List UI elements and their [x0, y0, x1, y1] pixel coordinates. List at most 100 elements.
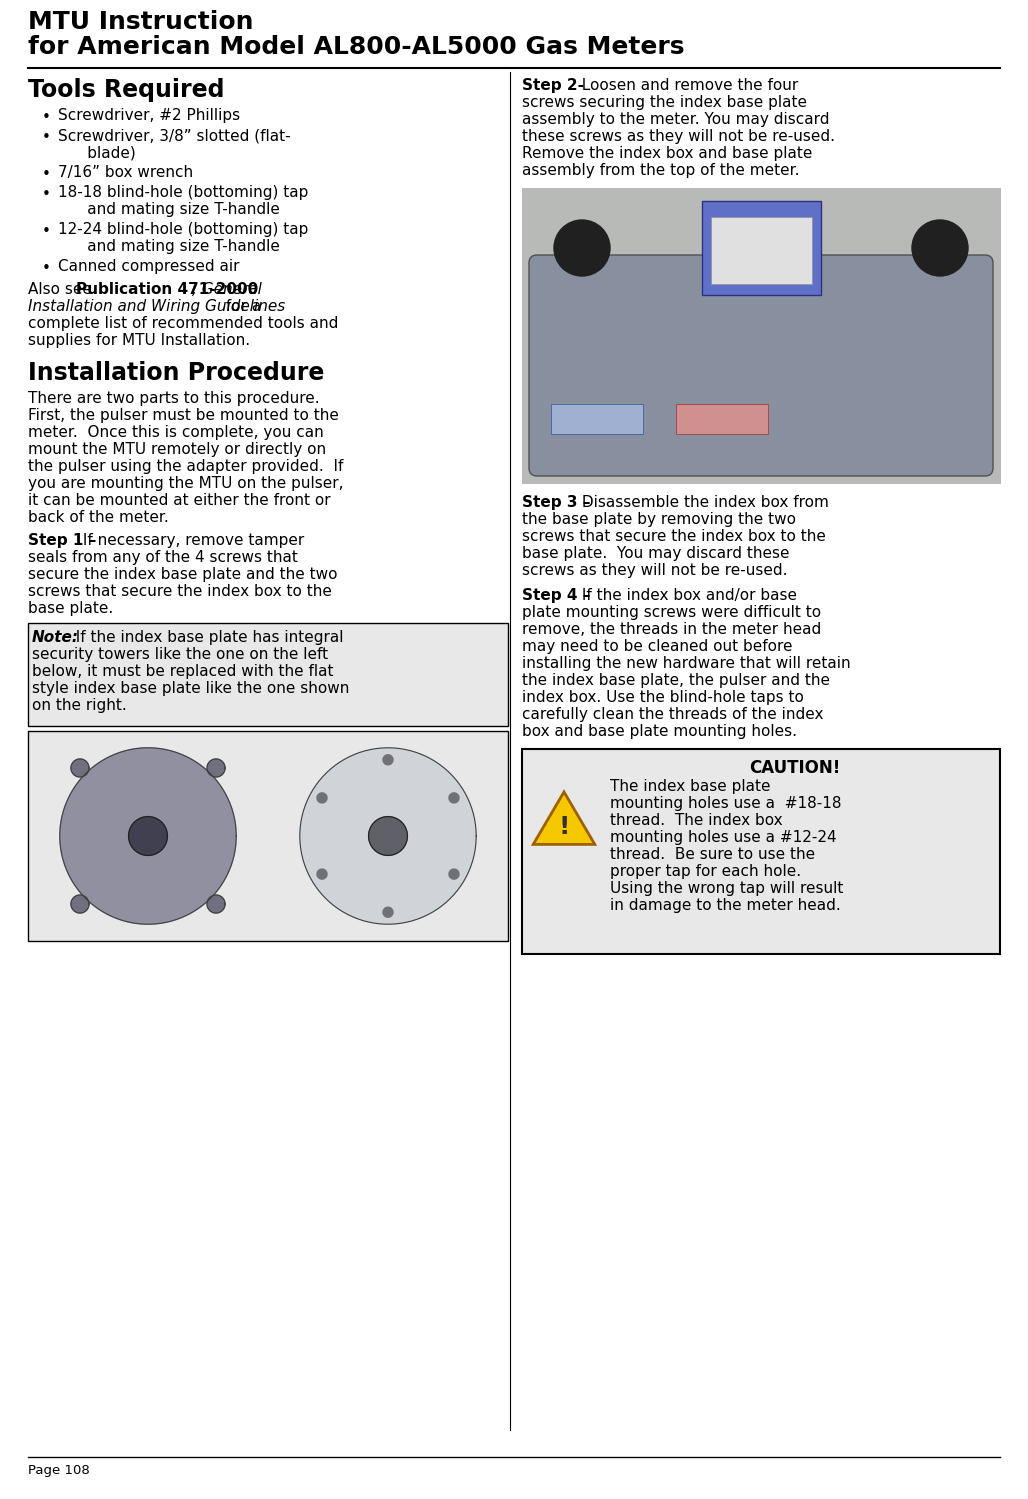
Text: blade): blade)	[58, 145, 136, 160]
Text: supplies for MTU Installation.: supplies for MTU Installation.	[28, 333, 250, 348]
Text: Screwdriver, 3/8” slotted (flat-: Screwdriver, 3/8” slotted (flat-	[58, 127, 291, 142]
FancyBboxPatch shape	[710, 217, 811, 283]
Text: Disassemble the index box from: Disassemble the index box from	[577, 495, 829, 510]
Text: Also see: Also see	[28, 282, 97, 297]
Text: Step 4 –: Step 4 –	[522, 588, 590, 603]
Text: Note:: Note:	[32, 630, 79, 645]
Polygon shape	[207, 758, 225, 776]
Polygon shape	[71, 895, 89, 913]
Polygon shape	[383, 755, 393, 764]
Text: the base plate by removing the two: the base plate by removing the two	[522, 513, 796, 528]
Text: these screws as they will not be re-used.: these screws as they will not be re-used…	[522, 129, 835, 144]
Text: seals from any of the 4 screws that: seals from any of the 4 screws that	[28, 550, 298, 565]
Text: in damage to the meter head.: in damage to the meter head.	[610, 898, 841, 913]
Text: mount the MTU remotely or directly on: mount the MTU remotely or directly on	[28, 442, 326, 457]
Text: •: •	[42, 261, 50, 276]
Polygon shape	[534, 791, 595, 844]
Text: There are two parts to this procedure.: There are two parts to this procedure.	[28, 391, 320, 406]
Polygon shape	[60, 748, 236, 925]
FancyBboxPatch shape	[701, 201, 820, 295]
Text: you are mounting the MTU on the pulser,: you are mounting the MTU on the pulser,	[28, 477, 343, 492]
FancyBboxPatch shape	[551, 405, 642, 435]
Text: Publication 471-2000: Publication 471-2000	[76, 282, 258, 297]
Text: screws that secure the index box to the: screws that secure the index box to the	[522, 529, 825, 544]
Text: Installation and Wiring Guidelines: Installation and Wiring Guidelines	[28, 298, 285, 313]
FancyBboxPatch shape	[28, 732, 508, 941]
Text: Step 2-: Step 2-	[522, 78, 584, 93]
Text: mounting holes use a  #18-18: mounting holes use a #18-18	[610, 796, 842, 811]
Polygon shape	[449, 793, 458, 803]
Text: Using the wrong tap will result: Using the wrong tap will result	[610, 881, 843, 896]
Polygon shape	[449, 869, 458, 878]
Text: below, it must be replaced with the flat: below, it must be replaced with the flat	[32, 664, 333, 679]
Circle shape	[554, 220, 610, 276]
Polygon shape	[128, 817, 168, 856]
Text: back of the meter.: back of the meter.	[28, 510, 169, 525]
FancyBboxPatch shape	[28, 624, 508, 726]
Polygon shape	[300, 748, 476, 925]
Text: and mating size T-handle: and mating size T-handle	[58, 202, 280, 217]
Text: meter.  Once this is complete, you can: meter. Once this is complete, you can	[28, 426, 324, 441]
Text: Loosen and remove the four: Loosen and remove the four	[572, 78, 799, 93]
Text: •: •	[42, 187, 50, 202]
Polygon shape	[369, 817, 407, 856]
Text: thread.  The index box: thread. The index box	[610, 812, 782, 827]
Text: style index base plate like the one shown: style index base plate like the one show…	[32, 681, 350, 696]
Text: Page 108: Page 108	[28, 1465, 89, 1477]
Text: Tools Required: Tools Required	[28, 78, 224, 102]
Text: MTU Instruction: MTU Instruction	[28, 10, 254, 34]
Text: 7/16” box wrench: 7/16” box wrench	[58, 165, 193, 180]
Text: The index base plate: The index base plate	[610, 779, 771, 794]
Text: 18-18 blind-hole (bottoming) tap: 18-18 blind-hole (bottoming) tap	[58, 184, 308, 199]
Text: •: •	[42, 166, 50, 181]
Polygon shape	[383, 907, 393, 917]
Text: index box. Use the blind-hole taps to: index box. Use the blind-hole taps to	[522, 690, 804, 705]
Text: Step 3 –: Step 3 –	[522, 495, 590, 510]
Text: may need to be cleaned out before: may need to be cleaned out before	[522, 639, 793, 654]
Text: Remove the index box and base plate: Remove the index box and base plate	[522, 145, 812, 160]
Text: Screwdriver, #2 Phillips: Screwdriver, #2 Phillips	[58, 108, 241, 123]
Text: the pulser using the adapter provided.  If: the pulser using the adapter provided. I…	[28, 459, 343, 474]
Text: carefully clean the threads of the index: carefully clean the threads of the index	[522, 708, 823, 723]
FancyBboxPatch shape	[529, 255, 993, 477]
Text: assembly to the meter. You may discard: assembly to the meter. You may discard	[522, 112, 830, 127]
Polygon shape	[71, 758, 89, 776]
Text: thread.  Be sure to use the: thread. Be sure to use the	[610, 847, 815, 862]
Text: If the index box and/or base: If the index box and/or base	[577, 588, 797, 603]
Text: complete list of recommended tools and: complete list of recommended tools and	[28, 316, 338, 331]
Text: base plate.  You may discard these: base plate. You may discard these	[522, 546, 790, 561]
Text: it can be mounted at either the front or: it can be mounted at either the front or	[28, 493, 331, 508]
Text: screws as they will not be re-used.: screws as they will not be re-used.	[522, 564, 787, 579]
Text: secure the index base plate and the two: secure the index base plate and the two	[28, 567, 337, 582]
Text: Installation Procedure: Installation Procedure	[28, 361, 325, 385]
Text: screws that secure the index box to the: screws that secure the index box to the	[28, 585, 332, 600]
Text: installing the new hardware that will retain: installing the new hardware that will re…	[522, 657, 850, 672]
Text: , General: , General	[192, 282, 262, 297]
Text: assembly from the top of the meter.: assembly from the top of the meter.	[522, 163, 800, 178]
Text: screws securing the index base plate: screws securing the index base plate	[522, 94, 807, 109]
Text: for American Model AL800-AL5000 Gas Meters: for American Model AL800-AL5000 Gas Mete…	[28, 34, 685, 58]
Text: CAUTION!: CAUTION!	[749, 758, 841, 776]
FancyBboxPatch shape	[522, 187, 1000, 483]
FancyBboxPatch shape	[522, 750, 1000, 953]
Text: plate mounting screws were difficult to: plate mounting screws were difficult to	[522, 606, 821, 621]
Text: 12-24 blind-hole (bottoming) tap: 12-24 blind-hole (bottoming) tap	[58, 222, 308, 237]
Text: •: •	[42, 223, 50, 238]
Text: If necessary, remove tamper: If necessary, remove tamper	[78, 534, 304, 549]
Text: proper tap for each hole.: proper tap for each hole.	[610, 863, 801, 878]
Text: the index base plate, the pulser and the: the index base plate, the pulser and the	[522, 673, 830, 688]
Text: First, the pulser must be mounted to the: First, the pulser must be mounted to the	[28, 408, 339, 423]
Text: !: !	[558, 815, 570, 839]
Text: security towers like the one on the left: security towers like the one on the left	[32, 648, 328, 663]
Text: for a: for a	[221, 298, 261, 313]
Text: mounting holes use a #12-24: mounting holes use a #12-24	[610, 830, 837, 845]
Text: base plate.: base plate.	[28, 601, 113, 616]
Text: •: •	[42, 109, 50, 124]
Circle shape	[912, 220, 968, 276]
Text: and mating size T-handle: and mating size T-handle	[58, 238, 280, 253]
Polygon shape	[207, 895, 225, 913]
Text: box and base plate mounting holes.: box and base plate mounting holes.	[522, 724, 797, 739]
Text: Step 1 –: Step 1 –	[28, 534, 97, 549]
Text: •: •	[42, 130, 50, 145]
Text: Canned compressed air: Canned compressed air	[58, 259, 240, 274]
